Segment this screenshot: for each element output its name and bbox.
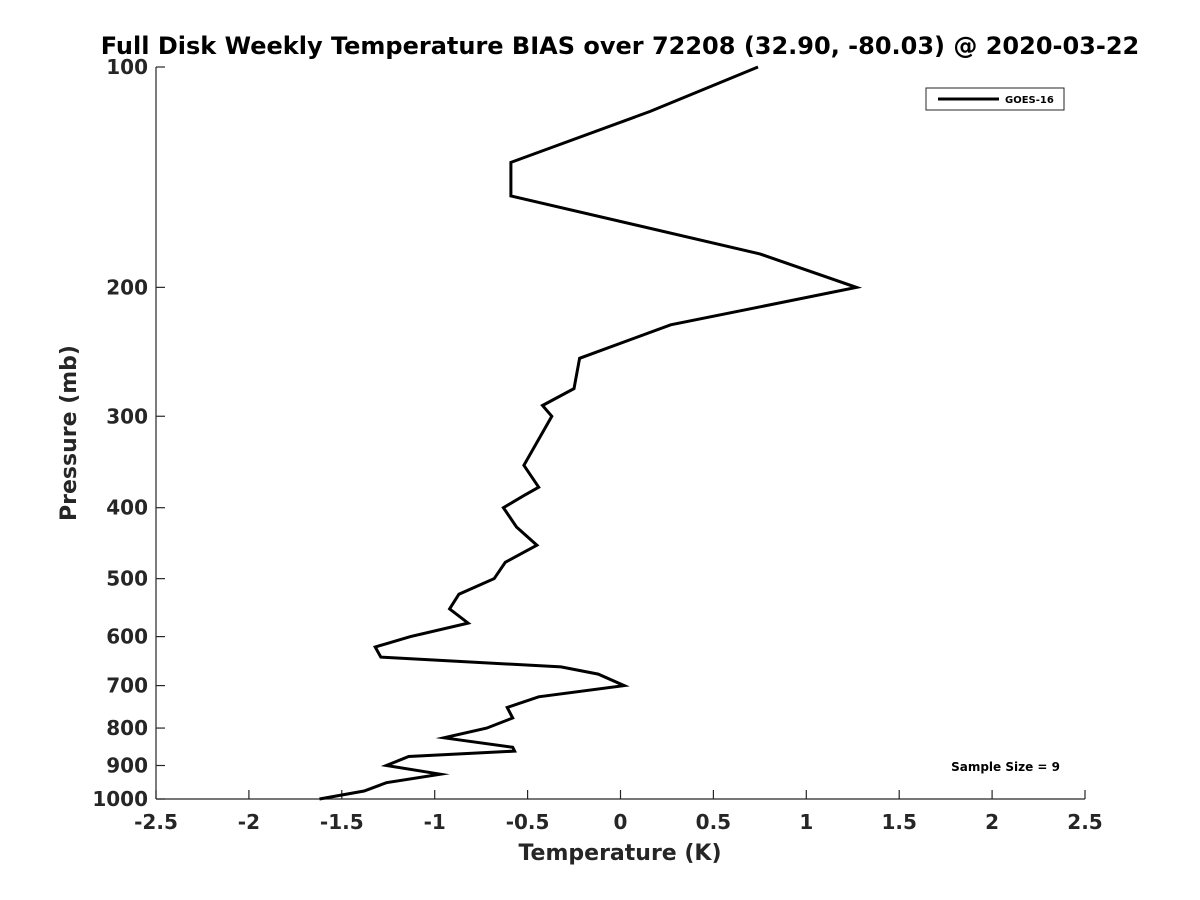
y-tick-label: 400 — [106, 496, 148, 520]
sample-size-annotation: Sample Size = 9 — [951, 760, 1060, 774]
x-tick-label: -2 — [238, 810, 260, 834]
x-axis-label: Temperature (K) — [518, 841, 721, 866]
x-tick-label: 2.5 — [1067, 810, 1102, 834]
y-tick-label: 200 — [106, 275, 148, 299]
legend: GOES-16 — [925, 87, 1065, 111]
y-ticks: 100 200 300 400 500 600 700 800 900 1000 — [92, 55, 165, 811]
x-tick-label: -0.5 — [506, 810, 550, 834]
x-tick-label: 2 — [985, 810, 999, 834]
y-tick-label: 1000 — [92, 787, 148, 811]
x-tick-label: -2.5 — [134, 810, 178, 834]
x-tick-label: -1.5 — [320, 810, 364, 834]
chart-title: Full Disk Weekly Temperature BIAS over 7… — [101, 32, 1140, 60]
x-tick-label: -1 — [424, 810, 446, 834]
y-axis-label: Pressure (mb) — [57, 345, 82, 521]
y-tick-label: 600 — [106, 625, 148, 649]
x-tick-label: 0 — [614, 810, 628, 834]
series-layer — [319, 65, 863, 801]
x-tick-label: 0.5 — [696, 810, 731, 834]
y-tick-label: 700 — [106, 674, 148, 698]
y-tick-label: 800 — [106, 716, 148, 740]
x-tick-label: 1.5 — [881, 810, 916, 834]
x-tick-label: 1 — [799, 810, 813, 834]
x-ticks: -2.5 -2 -1.5 -1 -0.5 0 0.5 1 1.5 2 2.5 — [134, 790, 1103, 834]
series-line-goes-16 — [319, 65, 863, 801]
y-tick-label: 900 — [106, 754, 148, 778]
y-tick-label: 300 — [106, 404, 148, 428]
legend-label-goes-16: GOES-16 — [1005, 95, 1054, 106]
y-tick-label: 500 — [106, 567, 148, 591]
y-tick-label: 100 — [106, 55, 148, 79]
plot-area: -2.5 -2 -1.5 -1 -0.5 0 0.5 1 1.5 2 2.5 100 200 300 40… — [92, 55, 1102, 834]
